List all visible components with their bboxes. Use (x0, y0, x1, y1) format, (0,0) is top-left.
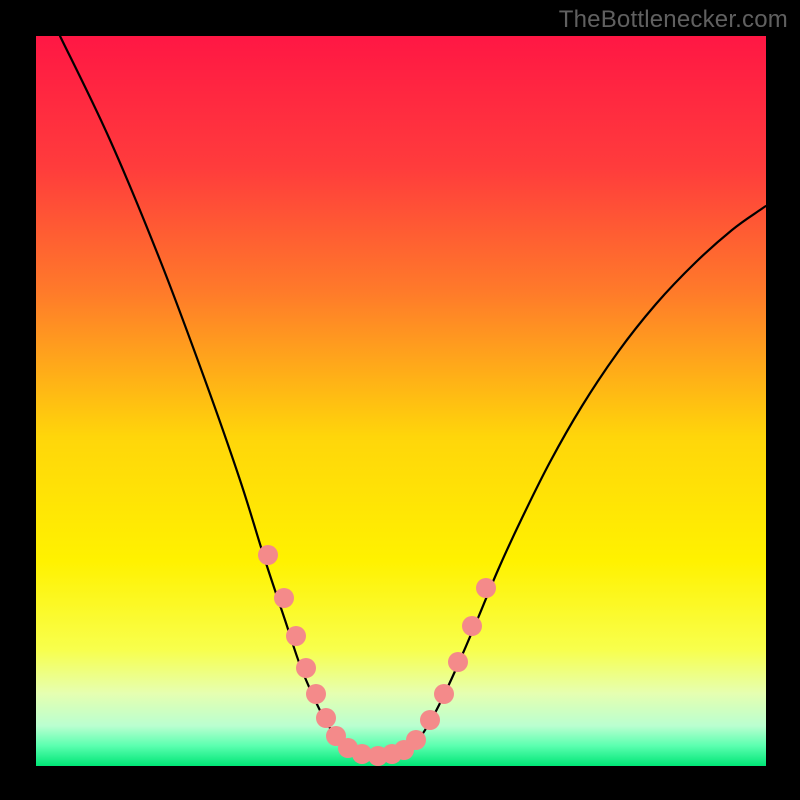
curve-marker (286, 626, 306, 646)
curve-marker (406, 730, 426, 750)
curve-marker (316, 708, 336, 728)
bottleneck-curve-chart (0, 0, 800, 800)
curve-marker (420, 710, 440, 730)
curve-marker (448, 652, 468, 672)
source-watermark: TheBottlenecker.com (559, 6, 788, 34)
curve-marker (296, 658, 316, 678)
chart-container: TheBottlenecker.com (0, 0, 800, 800)
curve-marker (258, 545, 278, 565)
curve-marker (462, 616, 482, 636)
plot-background-gradient (36, 36, 766, 766)
curve-marker (306, 684, 326, 704)
curve-marker (476, 578, 496, 598)
curve-marker (274, 588, 294, 608)
curve-marker (434, 684, 454, 704)
